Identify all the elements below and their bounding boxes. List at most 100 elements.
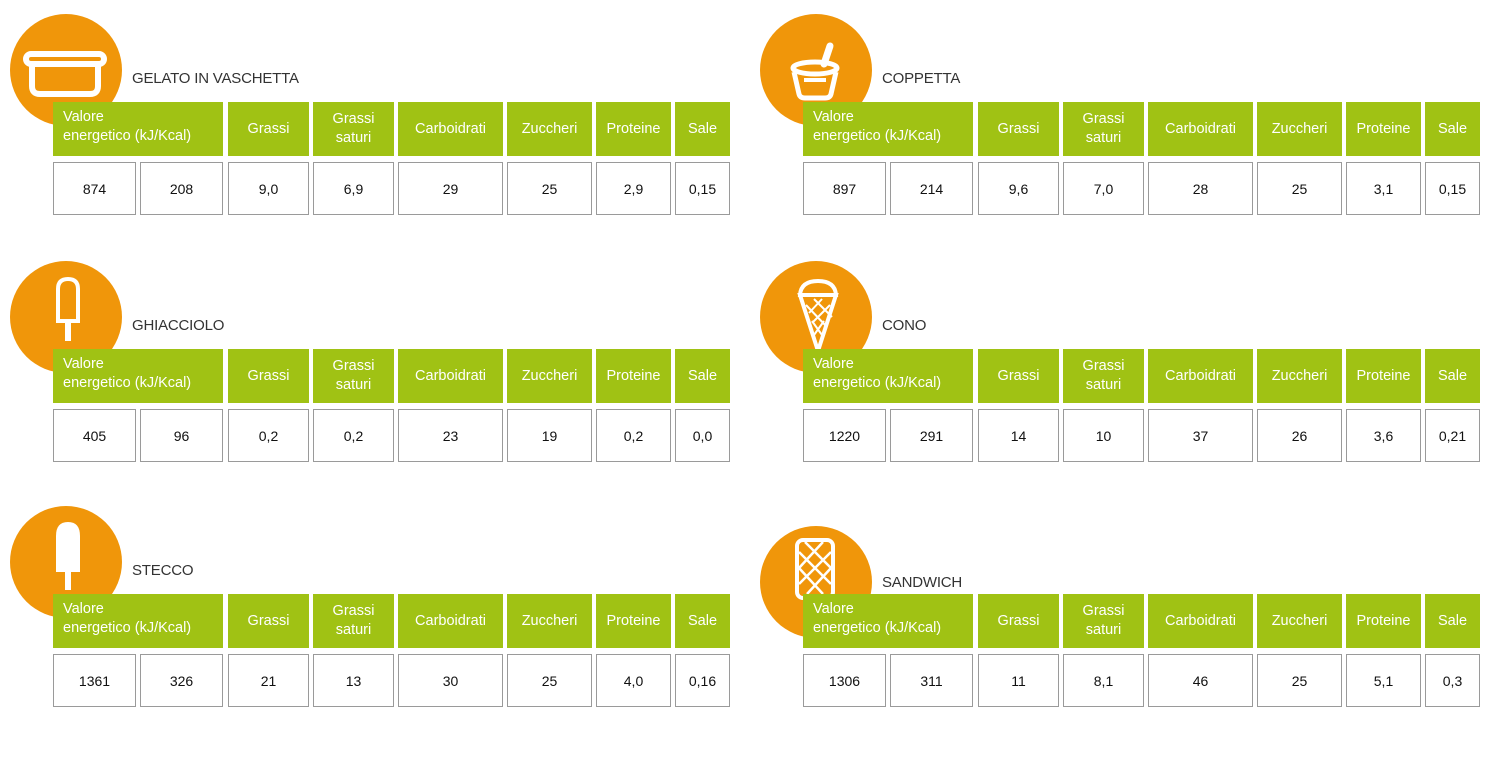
value-salt: 0,16 [675, 654, 730, 707]
value-salt: 0,15 [675, 162, 730, 215]
tub-icon [23, 51, 107, 97]
header-energy: Valore energetico (kJ/Kcal) [803, 102, 973, 156]
value-fat: 9,0 [228, 162, 309, 215]
product-card-gelato-in-vaschetta: GELATO IN VASCHETTA Valore energetico (kJ… [10, 14, 740, 229]
header-carbs: Carboidrati [398, 594, 503, 648]
header-fat: Grassi [228, 594, 309, 648]
value-sugars: 25 [1257, 654, 1342, 707]
header-sugars: Zuccheri [1257, 349, 1342, 403]
value-salt: 0,15 [1425, 162, 1480, 215]
value-protein: 3,1 [1346, 162, 1421, 215]
header-sugars: Zuccheri [1257, 102, 1342, 156]
value-protein: 2,9 [596, 162, 671, 215]
header-fat: Grassi [228, 349, 309, 403]
value-energy-kcal: 96 [140, 409, 223, 462]
header-fat: Grassi [228, 102, 309, 156]
header-salt: Sale [675, 102, 730, 156]
header-protein: Proteine [596, 349, 671, 403]
value-fat: 11 [978, 654, 1059, 707]
header-fat: Grassi [978, 594, 1059, 648]
value-salt: 0,0 [675, 409, 730, 462]
value-saturated-fat: 7,0 [1063, 162, 1144, 215]
value-saturated-fat: 0,2 [313, 409, 394, 462]
product-card-ghiacciolo: GHIACCIOLO Valore energetico (kJ/Kcal) Gr… [10, 261, 740, 476]
header-energy: Valore energetico (kJ/Kcal) [53, 102, 223, 156]
value-energy-kj: 1220 [803, 409, 886, 462]
product-title: COPPETTA [882, 70, 961, 87]
header-energy: Valore energetico (kJ/Kcal) [53, 594, 223, 648]
cup-icon [790, 42, 840, 101]
value-carbs: 28 [1148, 162, 1253, 215]
value-fat: 9,6 [978, 162, 1059, 215]
header-saturated-fat: Grassi saturi [313, 102, 394, 156]
value-protein: 0,2 [596, 409, 671, 462]
header-protein: Proteine [1346, 349, 1421, 403]
header-sugars: Zuccheri [507, 594, 592, 648]
header-sugars: Zuccheri [1257, 594, 1342, 648]
header-salt: Sale [675, 594, 730, 648]
value-sugars: 19 [507, 409, 592, 462]
value-saturated-fat: 10 [1063, 409, 1144, 462]
popsicle-icon [56, 276, 80, 341]
stick-bar-icon [56, 522, 80, 590]
header-energy: Valore energetico (kJ/Kcal) [53, 349, 223, 403]
value-saturated-fat: 8,1 [1063, 654, 1144, 707]
value-energy-kj: 1361 [53, 654, 136, 707]
value-energy-kcal: 311 [890, 654, 973, 707]
header-energy: Valore energetico (kJ/Kcal) [803, 594, 973, 648]
value-saturated-fat: 6,9 [313, 162, 394, 215]
value-fat: 0,2 [228, 409, 309, 462]
value-energy-kcal: 208 [140, 162, 223, 215]
value-energy-kj: 874 [53, 162, 136, 215]
product-title: GHIACCIOLO [132, 317, 225, 334]
product-title: CONO [882, 317, 927, 334]
value-sugars: 26 [1257, 409, 1342, 462]
header-carbs: Carboidrati [1148, 594, 1253, 648]
value-sugars: 25 [507, 654, 592, 707]
header-salt: Sale [1425, 594, 1480, 648]
product-title: GELATO IN VASCHETTA [132, 70, 299, 87]
product-title: SANDWICH [882, 574, 963, 591]
header-carbs: Carboidrati [398, 349, 503, 403]
cone-icon [797, 278, 839, 358]
header-energy: Valore energetico (kJ/Kcal) [803, 349, 973, 403]
header-carbs: Carboidrati [1148, 349, 1253, 403]
value-protein: 4,0 [596, 654, 671, 707]
value-energy-kj: 897 [803, 162, 886, 215]
header-saturated-fat: Grassi saturi [313, 594, 394, 648]
value-protein: 5,1 [1346, 654, 1421, 707]
value-salt: 0,3 [1425, 654, 1480, 707]
header-protein: Proteine [596, 102, 671, 156]
header-salt: Sale [1425, 349, 1480, 403]
header-protein: Proteine [596, 594, 671, 648]
header-protein: Proteine [1346, 594, 1421, 648]
header-carbs: Carboidrati [398, 102, 503, 156]
product-card-stecco: STECCO Valore energetico (kJ/Kcal) Grassi… [10, 506, 740, 721]
value-sugars: 25 [507, 162, 592, 215]
value-fat: 14 [978, 409, 1059, 462]
product-title: STECCO [132, 562, 194, 579]
value-saturated-fat: 13 [313, 654, 394, 707]
header-protein: Proteine [1346, 102, 1421, 156]
value-carbs: 30 [398, 654, 503, 707]
value-energy-kj: 1306 [803, 654, 886, 707]
value-energy-kcal: 326 [140, 654, 223, 707]
header-sugars: Zuccheri [507, 349, 592, 403]
value-energy-kcal: 291 [890, 409, 973, 462]
value-energy-kcal: 214 [890, 162, 973, 215]
header-carbs: Carboidrati [1148, 102, 1253, 156]
product-card-sandwich: SANDWICH Valore energetico (kJ/Kcal) Gras… [760, 506, 1490, 721]
product-card-cono: CONO Valore energetico (kJ/Kcal) Grassi G… [760, 261, 1490, 476]
header-salt: Sale [675, 349, 730, 403]
header-fat: Grassi [978, 102, 1059, 156]
value-carbs: 23 [398, 409, 503, 462]
value-carbs: 29 [398, 162, 503, 215]
header-saturated-fat: Grassi saturi [313, 349, 394, 403]
value-carbs: 37 [1148, 409, 1253, 462]
header-sugars: Zuccheri [507, 102, 592, 156]
header-saturated-fat: Grassi saturi [1063, 102, 1144, 156]
product-card-coppetta: COPPETTA Valore energetico (kJ/Kcal) Gras… [760, 14, 1490, 229]
header-saturated-fat: Grassi saturi [1063, 349, 1144, 403]
value-fat: 21 [228, 654, 309, 707]
value-carbs: 46 [1148, 654, 1253, 707]
